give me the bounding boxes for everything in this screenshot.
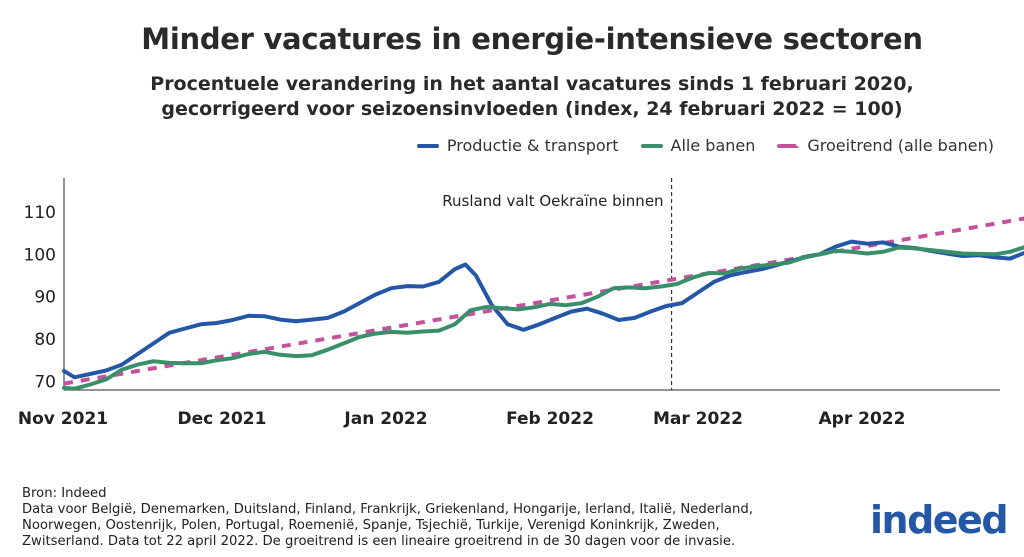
x-tick-label-1: Dec 2021 [178,409,267,429]
legend-swatch-productie [416,143,439,148]
legend-label-productie: Productie & transport [446,136,619,155]
y-tick-label-3: 100 [24,245,56,265]
legend-label-groeitrend: Groeitrend (alle banen) [807,136,994,155]
series-line-0 [62,239,1024,380]
chart-lines [62,216,1024,391]
legend-item-alle-banen: Alle banen [640,136,756,155]
note-line-2: Noorwegen, Oostenrijk, Polen, Portugal, … [22,518,720,533]
subtitle-line-1: Procentuele verandering in het aantal va… [150,73,914,95]
x-tick-label-0: Nov 2021 [18,409,108,429]
chart-labels: 70 80 90 100 110 Nov 2021 Dec 2021 Jan 2022 Feb … [18,192,906,429]
y-tick-label-2: 90 [34,288,56,308]
legend-swatch-alle-banen [640,143,663,148]
x-tick-label-2: Jan 2022 [343,409,427,429]
y-tick-label-0: 70 [34,373,56,393]
legend-label-alle-banen: Alle banen [670,136,756,155]
indeed-logo: indeed [870,498,1009,542]
note-line-3: Zwitserland. Data tot 22 april 2022. De … [22,534,736,549]
x-tick-label-3: Feb 2022 [506,409,594,429]
legend-swatch-groeitrend [777,143,800,148]
subtitle-line-2: gecorrigeerd voor seizoensinvloeden (ind… [161,98,903,120]
series-line-2 [63,216,1024,386]
annotation-label: Rusland valt Oekraïne binnen [442,192,663,210]
series-line-1 [62,245,1024,391]
y-tick-label-4: 110 [24,203,56,223]
legend-item-productie: Productie & transport [416,136,619,155]
x-tick-label-4: Mar 2022 [653,409,743,429]
x-tick-label-5: Apr 2022 [819,409,906,429]
note-line-1: Data voor België, Denemarken, Duitsland,… [22,502,753,517]
chart-legend: Productie & transport Alle banen Groeitr… [395,136,994,155]
chart-subtitle: Procentuele verandering in het aantal va… [0,72,1024,122]
chart-title: Minder vacatures in energie-intensieve s… [141,22,923,56]
legend-item-groeitrend: Groeitrend (alle banen) [777,136,994,155]
chart-footer: Bron: Indeed Data voor België, Denemarke… [22,486,852,550]
y-tick-label-1: 80 [34,330,56,350]
source-text: Bron: Indeed [22,486,107,501]
